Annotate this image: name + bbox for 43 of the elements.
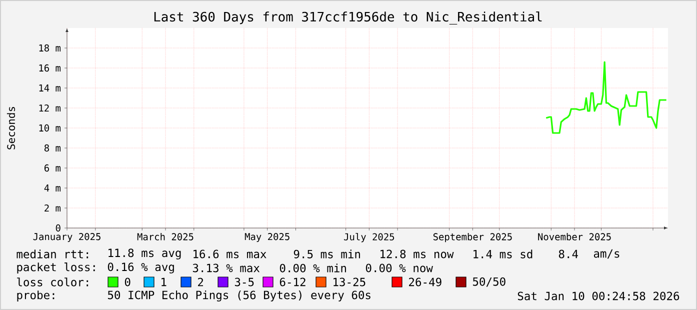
text: 16.6 ms max [194,250,266,258]
text: 12.8 ms now [380,250,454,258]
text: median rtt: [16,250,88,258]
text: 13-25 [334,278,366,286]
y-tick-label: 6 m [44,164,61,172]
text: 50/50 [472,277,506,287]
text: 6-12 [280,278,306,286]
text: 8.4 [558,250,578,258]
x-tick-label: July 2025 [344,233,394,242]
x-tick-label: January 2025 [33,233,100,242]
text: 50 ICMP Echo Pings (56 Bytes) every 60s [108,290,370,302]
text: loss color: [17,278,88,286]
y-tick-label: 12 m [39,104,61,112]
x-tick-label: March 2025 [137,233,194,240]
text: 26-49 [409,278,442,286]
text: 1.4 ms sd [474,250,532,258]
text: 11.8 ms avg [108,248,181,260]
y-tick-label: 18 m [39,44,61,52]
text: 0.16 % avg [108,262,174,274]
x-tick-label: November 2025 [538,233,611,240]
text: packet loss: [17,262,95,274]
y-tick-label: 4 m [44,184,61,192]
y-tick-label: 14 m [39,84,61,92]
y-axis-title: Seconds [6,107,16,150]
x-tick-label: May 2025 [244,233,290,242]
text: 1 [162,278,166,286]
text: 2 [198,278,204,286]
text: Sat Jan 10 00:24:58 2026 [518,292,680,300]
y-tick-label: 10 m [39,124,61,132]
y-tick-label: 16 m [39,64,61,72]
text: 0.00 % now [366,264,433,272]
text: am/s [594,249,620,259]
text: 0 [124,278,130,286]
text: probe: [17,290,54,302]
y-tick-label: 2 m [44,204,61,212]
x-tick-label: September 2025 [433,233,512,242]
text: 9.5 ms min [294,250,360,258]
y-tick-label: 0 [56,224,60,232]
text: 3-5 [234,278,254,286]
y-tick-label: 8 m [44,144,61,152]
text: 3.13 % max [192,264,260,272]
text: 0.00 % min [280,264,346,272]
chart-title: Last 360 Days from 317ccf1956de to Nic_Residential [154,12,542,24]
